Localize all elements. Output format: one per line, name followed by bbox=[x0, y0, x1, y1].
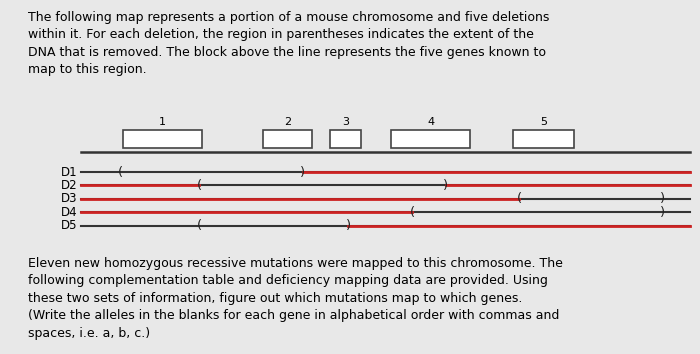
Bar bbox=[330, 130, 360, 148]
Text: 4: 4 bbox=[427, 117, 434, 127]
Text: D5: D5 bbox=[60, 219, 77, 232]
Text: D1: D1 bbox=[60, 166, 77, 179]
Text: ): ) bbox=[659, 193, 665, 205]
Bar bbox=[263, 130, 312, 148]
Bar bbox=[513, 130, 574, 148]
Text: D4: D4 bbox=[60, 206, 77, 219]
Text: (: ( bbox=[410, 206, 415, 219]
Text: 1: 1 bbox=[159, 117, 166, 127]
Text: ): ) bbox=[300, 166, 305, 179]
Text: (: ( bbox=[118, 166, 122, 179]
Bar bbox=[391, 130, 470, 148]
Text: (: ( bbox=[197, 219, 202, 232]
Text: ): ) bbox=[346, 219, 351, 232]
Text: ): ) bbox=[443, 179, 449, 192]
Text: 2: 2 bbox=[284, 117, 291, 127]
Text: ): ) bbox=[659, 206, 665, 219]
Text: D2: D2 bbox=[60, 179, 77, 192]
Text: 3: 3 bbox=[342, 117, 349, 127]
Text: The following map represents a portion of a mouse chromosome and five deletions
: The following map represents a portion o… bbox=[28, 11, 550, 76]
Text: D3: D3 bbox=[60, 193, 77, 205]
Text: (: ( bbox=[517, 193, 522, 205]
Text: (: ( bbox=[197, 179, 202, 192]
Text: 5: 5 bbox=[540, 117, 547, 127]
Bar bbox=[123, 130, 202, 148]
Text: Eleven new homozygous recessive mutations were mapped to this chromosome. The
fo: Eleven new homozygous recessive mutation… bbox=[28, 257, 563, 339]
